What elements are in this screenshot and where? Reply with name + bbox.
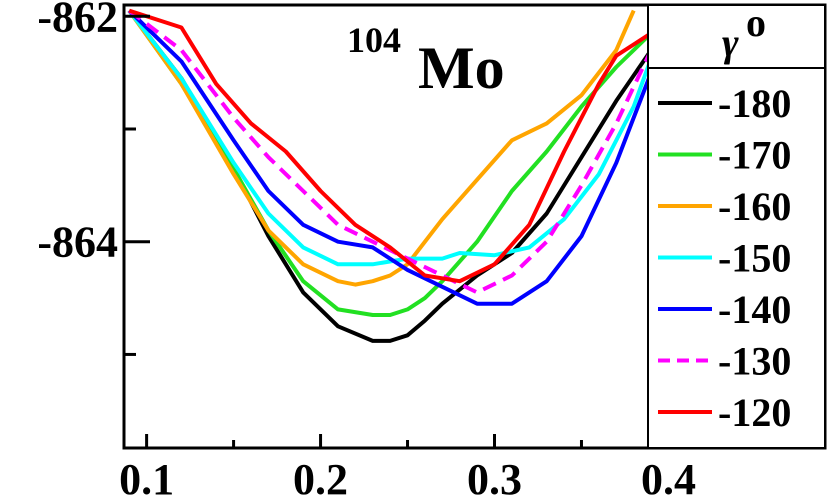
title-main: Mo <box>418 35 505 101</box>
series-line-minus-120 <box>128 8 670 284</box>
legend-label: -120 <box>718 390 791 435</box>
legend-label: -130 <box>718 339 791 384</box>
y-tick-label: -862 <box>37 0 118 41</box>
legend-label: -150 <box>718 236 791 281</box>
legend: γ o -180 -170 -160 -150 -140 -130 -120 <box>647 0 826 449</box>
legend-label: -170 <box>718 133 791 178</box>
legend-label: -140 <box>718 287 791 332</box>
axes: 0.1 0.2 0.3 0.4 -862 -864 <box>37 0 757 501</box>
x-tick-label: 0.3 <box>467 455 522 501</box>
legend-box <box>647 4 826 449</box>
x-tick-label: 0.4 <box>641 455 696 501</box>
series-line-minus-140 <box>127 9 671 306</box>
legend-items: -180 -170 -160 -150 -140 -130 -120 <box>658 81 791 435</box>
series-lines <box>127 8 671 343</box>
legend-title-superscript: o <box>746 0 766 45</box>
legend-label: -160 <box>718 184 791 229</box>
x-tick-label: 0.2 <box>293 455 348 501</box>
x-tick-label: 0.1 <box>119 455 174 501</box>
series-line-minus-130 <box>127 9 671 295</box>
y-tick-label: -864 <box>37 218 118 267</box>
legend-title-symbol: γ <box>722 20 739 65</box>
series-line-minus-150 <box>127 9 671 267</box>
series-line-minus-160 <box>127 9 636 287</box>
legend-label: -180 <box>718 81 791 126</box>
title-superscript: 104 <box>347 20 401 60</box>
